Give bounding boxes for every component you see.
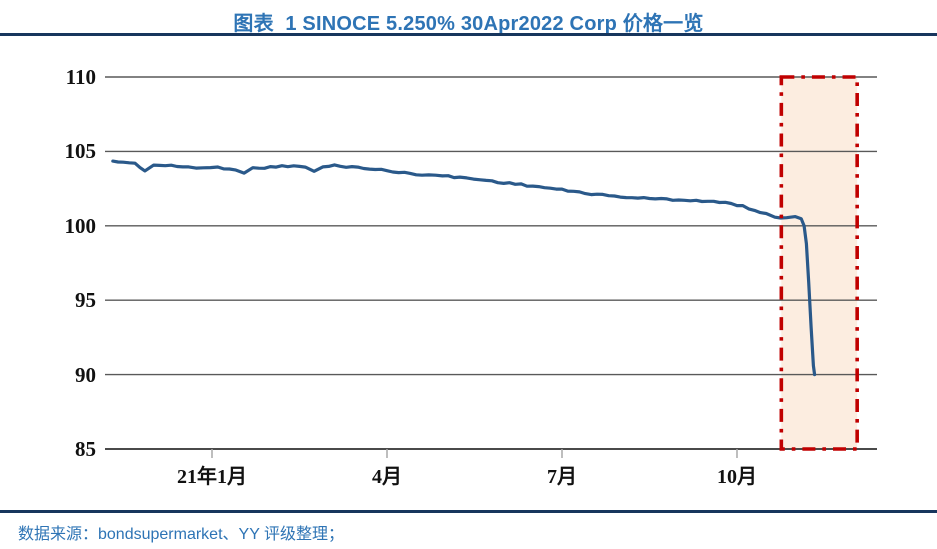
price-line bbox=[111, 159, 817, 377]
y-axis-label: 110 bbox=[65, 65, 96, 89]
highlight-region-border bbox=[779, 75, 859, 451]
x-axis-label: 21年1月 bbox=[177, 466, 247, 488]
y-axis-label: 105 bbox=[64, 139, 97, 164]
y-axis-label: 85 bbox=[75, 437, 96, 461]
x-axis-label: 10月 bbox=[716, 466, 757, 488]
title-divider bbox=[0, 33, 937, 36]
y-axis-label: 90 bbox=[75, 362, 96, 387]
data-source: 数据来源：bondsupermarket、YY 评级整理； bbox=[18, 526, 345, 543]
highlight-region-fill bbox=[781, 77, 858, 449]
x-axis-label: 4月 bbox=[371, 466, 402, 488]
footer-divider bbox=[0, 510, 937, 513]
y-axis-label: 100 bbox=[64, 213, 97, 238]
x-axis-label: 7月 bbox=[546, 466, 577, 488]
y-axis-label: 95 bbox=[75, 288, 96, 313]
figure-title: 图表 1 SINOCE 5.250% 30Apr2022 Corp 价格一览 bbox=[233, 13, 704, 35]
